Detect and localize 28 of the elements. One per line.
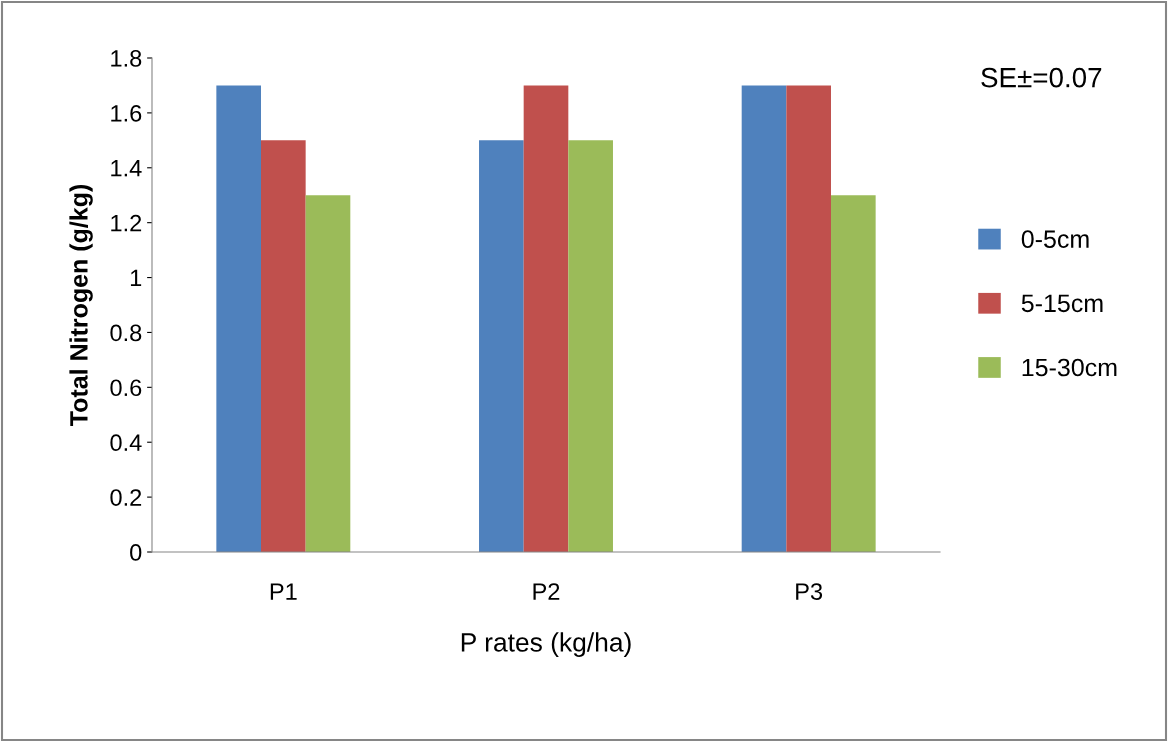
y-tick-label: 1.6 bbox=[111, 104, 142, 122]
y-tick-label: 0.6 bbox=[110, 379, 142, 397]
text: SE±=0.07 bbox=[981, 67, 1102, 88]
x-tick-label: P3 bbox=[796, 583, 823, 600]
y-tick-label: 0.8 bbox=[110, 324, 142, 342]
x-tick-label: P1 bbox=[270, 583, 297, 600]
bar bbox=[261, 140, 306, 552]
bar bbox=[741, 85, 787, 552]
legend-label: 5-15cm bbox=[1021, 294, 1103, 313]
x-tick-label: P2 bbox=[533, 583, 560, 600]
y-tick-label: 0.2 bbox=[110, 489, 142, 506]
y-tick-label: 1 bbox=[130, 269, 142, 287]
bar bbox=[305, 195, 351, 552]
y-tick-label: 1.2 bbox=[111, 214, 142, 232]
bar bbox=[523, 85, 569, 552]
x-axis-title: P rates (kg/ha) bbox=[461, 632, 631, 657]
bar bbox=[216, 85, 262, 552]
bar bbox=[786, 85, 831, 552]
legend-label: 15-30cm bbox=[1022, 358, 1117, 377]
bar bbox=[479, 140, 524, 552]
y-tick-label: 0.4 bbox=[110, 434, 142, 452]
bar bbox=[568, 140, 613, 552]
y-tick-label: 1.8 bbox=[111, 50, 142, 67]
y-tick-label: 0 bbox=[130, 544, 142, 561]
y-tick-label: 1.4 bbox=[111, 160, 142, 177]
bar bbox=[830, 195, 876, 552]
legend-label: 0-5cm bbox=[1021, 230, 1089, 248]
y-axis-title: Total Nitrogen (g/kg) bbox=[69, 184, 93, 426]
